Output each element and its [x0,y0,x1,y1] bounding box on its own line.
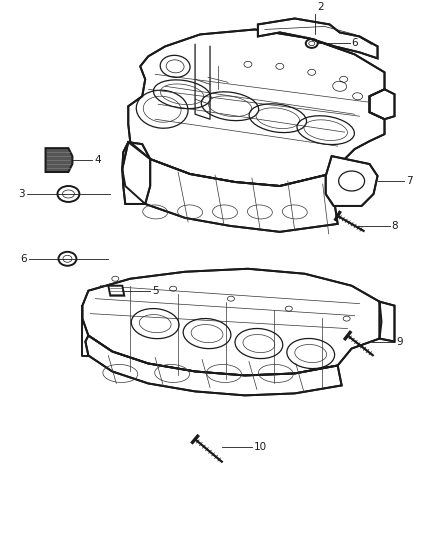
Text: 3: 3 [18,189,25,199]
Polygon shape [82,269,381,375]
Polygon shape [85,336,342,395]
Polygon shape [258,19,378,59]
Polygon shape [380,302,395,342]
Polygon shape [326,156,378,206]
Text: 8: 8 [392,221,398,231]
Text: 6: 6 [21,254,27,264]
Polygon shape [128,29,385,186]
Text: 10: 10 [254,442,267,452]
Text: 2: 2 [318,3,325,12]
Polygon shape [122,142,338,232]
Polygon shape [370,89,395,119]
Polygon shape [108,286,124,296]
Polygon shape [122,142,150,204]
Text: 4: 4 [94,155,101,165]
Text: 9: 9 [396,336,403,346]
Text: 5: 5 [152,286,159,296]
Text: 6: 6 [352,38,358,49]
Polygon shape [46,148,72,172]
Text: 7: 7 [406,176,413,186]
